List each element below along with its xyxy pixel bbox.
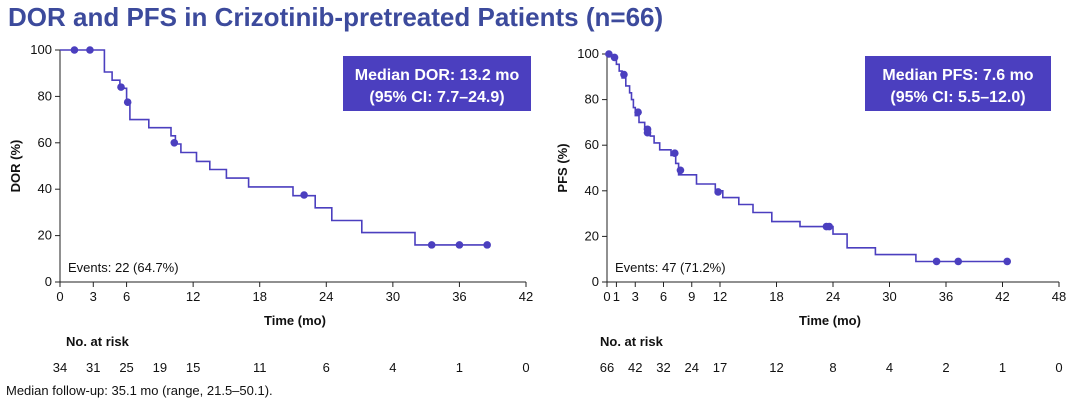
at-risk-count: 4 <box>886 360 893 375</box>
censor-mark <box>70 46 79 54</box>
at-risk-count: 15 <box>186 360 200 375</box>
censor-mark <box>634 108 642 116</box>
x-tick-label: 24 <box>826 289 840 304</box>
x-tick-label: 36 <box>452 289 466 304</box>
median-follow-up-note: Median follow-up: 35.1 mo (range, 21.5–5… <box>6 383 273 398</box>
x-tick-label: 12 <box>713 289 727 304</box>
x-tick-label: 24 <box>319 289 333 304</box>
x-tick-label: 18 <box>252 289 266 304</box>
x-tick-label: 0 <box>603 289 610 304</box>
x-tick-label: 12 <box>186 289 200 304</box>
at-risk-count: 34 <box>53 360 67 375</box>
censor-mark <box>455 241 464 249</box>
censor-mark <box>427 241 436 249</box>
censor-mark <box>620 70 628 79</box>
censor-mark <box>932 257 941 266</box>
at-risk-count: 66 <box>600 360 614 375</box>
censor-mark <box>170 139 179 147</box>
censor-mark <box>714 188 722 196</box>
at-risk-count: 24 <box>685 360 699 375</box>
at-risk-count: 8 <box>829 360 836 375</box>
y-tick-label: 100 <box>30 42 52 57</box>
y-tick-label: 20 <box>585 228 599 243</box>
y-tick-label: 40 <box>38 181 52 196</box>
y-tick-label: 20 <box>38 228 52 243</box>
x-tick-label: 0 <box>56 289 63 304</box>
censor-mark <box>643 128 652 137</box>
y-tick-label: 80 <box>585 92 599 107</box>
at-risk-count: 19 <box>153 360 167 375</box>
at-risk-count: 11 <box>253 360 267 375</box>
at-risk-count: 17 <box>713 360 727 375</box>
x-tick-label: 36 <box>939 289 953 304</box>
at-risk-title: No. at risk <box>600 334 664 349</box>
x-tick-label: 30 <box>882 289 896 304</box>
confidence-interval: (95% CI: 5.5–12.0) <box>890 89 1025 106</box>
confidence-interval: (95% CI: 7.7–24.9) <box>369 89 504 106</box>
x-tick-label: 48 <box>1052 289 1066 304</box>
x-tick-label: 1 <box>613 289 620 304</box>
y-tick-label: 0 <box>45 274 52 289</box>
median-value: Median DOR: 13.2 mo <box>355 67 520 84</box>
censor-mark <box>123 98 132 106</box>
censor-mark <box>117 83 125 91</box>
censor-mark <box>954 257 963 266</box>
y-tick-label: 60 <box>38 135 52 150</box>
at-risk-count: 12 <box>769 360 783 375</box>
median-value: Median PFS: 7.6 mo <box>882 67 1033 84</box>
median-box <box>865 56 1051 111</box>
at-risk-title: No. at risk <box>66 334 130 349</box>
y-tick-label: 0 <box>592 274 599 289</box>
at-risk-count: 1 <box>456 360 463 375</box>
median-box <box>343 56 531 111</box>
events-text: Events: 47 (71.2%) <box>615 260 726 275</box>
at-risk-count: 6 <box>323 360 330 375</box>
at-risk-count: 4 <box>389 360 396 375</box>
censor-mark <box>1003 257 1012 266</box>
at-risk-count: 42 <box>628 360 642 375</box>
y-tick-label: 80 <box>38 88 52 103</box>
x-tick-label: 3 <box>632 289 639 304</box>
x-tick-label: 6 <box>660 289 667 304</box>
events-text: Events: 22 (64.7%) <box>68 260 179 275</box>
y-tick-label: 60 <box>585 137 599 152</box>
at-risk-count: 0 <box>522 360 529 375</box>
x-tick-label: 42 <box>519 289 533 304</box>
x-tick-label: 3 <box>90 289 97 304</box>
page-title: DOR and PFS in Crizotinib-pretreated Pat… <box>8 2 664 32</box>
x-axis-label: Time (mo) <box>264 313 326 328</box>
censor-mark <box>676 166 685 175</box>
y-tick-label: 100 <box>577 46 599 61</box>
x-tick-label: 42 <box>995 289 1009 304</box>
x-tick-label: 9 <box>688 289 695 304</box>
x-tick-label: 18 <box>769 289 783 304</box>
x-axis-label: Time (mo) <box>799 313 861 328</box>
censor-mark <box>86 46 94 54</box>
censor-mark <box>605 50 613 58</box>
y-tick-label: 40 <box>585 183 599 198</box>
x-tick-label: 6 <box>123 289 130 304</box>
at-risk-count: 31 <box>86 360 100 375</box>
censor-mark <box>671 149 679 157</box>
survival-curve <box>607 53 1010 263</box>
censor-mark <box>610 53 619 62</box>
y-axis-label: PFS (%) <box>555 143 570 192</box>
x-tick-label: 30 <box>386 289 400 304</box>
at-risk-count: 32 <box>656 360 670 375</box>
censor-mark <box>300 191 308 199</box>
at-risk-count: 1 <box>999 360 1006 375</box>
censor-mark <box>825 222 834 231</box>
at-risk-count: 0 <box>1055 360 1062 375</box>
censor-mark <box>483 241 491 249</box>
at-risk-count: 2 <box>942 360 949 375</box>
y-axis-label: DOR (%) <box>8 140 23 193</box>
at-risk-count: 25 <box>119 360 133 375</box>
